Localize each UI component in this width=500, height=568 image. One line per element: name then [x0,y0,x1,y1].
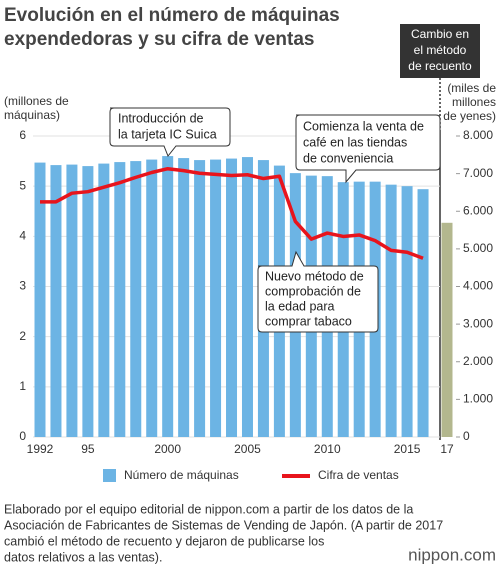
y-axis-label: (millones de [4,94,69,108]
legend-label: Número de máquinas [124,468,239,482]
annotation: Cambio en [411,27,469,41]
y2-tick-label: 7.000 [463,166,493,180]
y-tick-label: 3 [19,279,26,293]
source: cambió el método de recuento y dejaron d… [4,534,324,548]
bar [50,165,62,437]
y2-tick-label: 8.000 [463,128,493,142]
bar [194,160,206,437]
y-tick-label: 5 [19,178,26,192]
bar [114,162,126,437]
annotation: el método [414,43,467,57]
bar [417,189,429,437]
bar [98,163,110,437]
y2-tick-label: 6.000 [463,203,493,217]
y2-tick-label: 3.000 [463,316,493,330]
annotation: de conveniencia [303,151,393,165]
y2-tick-label: 2.000 [463,354,493,368]
y-tick-label: 4 [19,229,26,243]
annotation: comprobación de [265,284,361,298]
annotation: café en las tiendas [303,135,407,149]
x-tick-label: 17 [440,442,454,456]
bar [146,159,158,437]
x-tick-label: 1992 [27,442,54,456]
x-tick-label: 2005 [234,442,261,456]
bar [441,222,453,437]
bar [241,157,253,437]
bar [130,161,142,438]
annotation: la edad para [265,299,335,313]
source: datos relativos a las ventas). [4,550,162,564]
source: Asociación de Fabricantes de Sistemas de… [4,518,443,532]
y2-tick-label: 4.000 [463,279,493,293]
annotation: Introducción de [118,111,204,125]
bar [385,184,397,437]
y-tick-label: 6 [19,128,26,142]
callout [295,114,441,184]
callout [109,107,231,157]
note-box [400,24,480,78]
chart-title: expendedoras y su cifra de ventas [4,29,314,50]
annotation: la tarjeta IC Suica [118,127,217,141]
x-tick-label: 95 [81,442,95,456]
logo: nippon.com [408,545,496,564]
y-axis-label: máquinas) [4,108,60,122]
y-tick-label: 1 [19,379,26,393]
bar [226,158,238,437]
bar [66,164,78,437]
y2-axis-label: (miles de [447,81,496,95]
y-tick-label: 0 [19,429,26,443]
annotations: Introducción de la tarjeta IC Suica Comi… [109,27,472,333]
source: Elaborado por el equipo editorial de nip… [4,502,413,516]
chart-title: Evolución en el número de máquinas [4,5,340,26]
y2-tick-label: 5.000 [463,241,493,255]
x-tick-label: 2015 [394,442,421,456]
legend-swatch [103,469,116,482]
bar [401,186,413,437]
x-tick-label: 2000 [154,442,181,456]
annotation: comprar tabaco [265,314,352,328]
plot: 0 1 2 3 4 5 6 0 1.000 2.000 3.000 4.000 5.000 6.000 7.… [19,128,493,456]
annotation: de recuento [408,59,472,73]
annotation: Nuevo método de [265,269,364,283]
annotation: Comienza la venta de [303,119,424,133]
legend-label: Cifra de ventas [318,468,399,482]
line [40,166,424,260]
y2-tick-label: 1.000 [463,392,493,406]
y2-axis-label: millones [452,95,496,109]
bar [210,159,222,437]
y2-axis-label: de yenes) [443,109,496,123]
y-tick-label: 2 [19,329,26,343]
callout [257,250,379,333]
x-tick-label: 2010 [314,442,341,456]
bar [162,156,174,438]
bar [82,166,94,437]
y2-tick-label: 0 [463,429,470,443]
bar [178,158,190,437]
bar [34,162,46,438]
